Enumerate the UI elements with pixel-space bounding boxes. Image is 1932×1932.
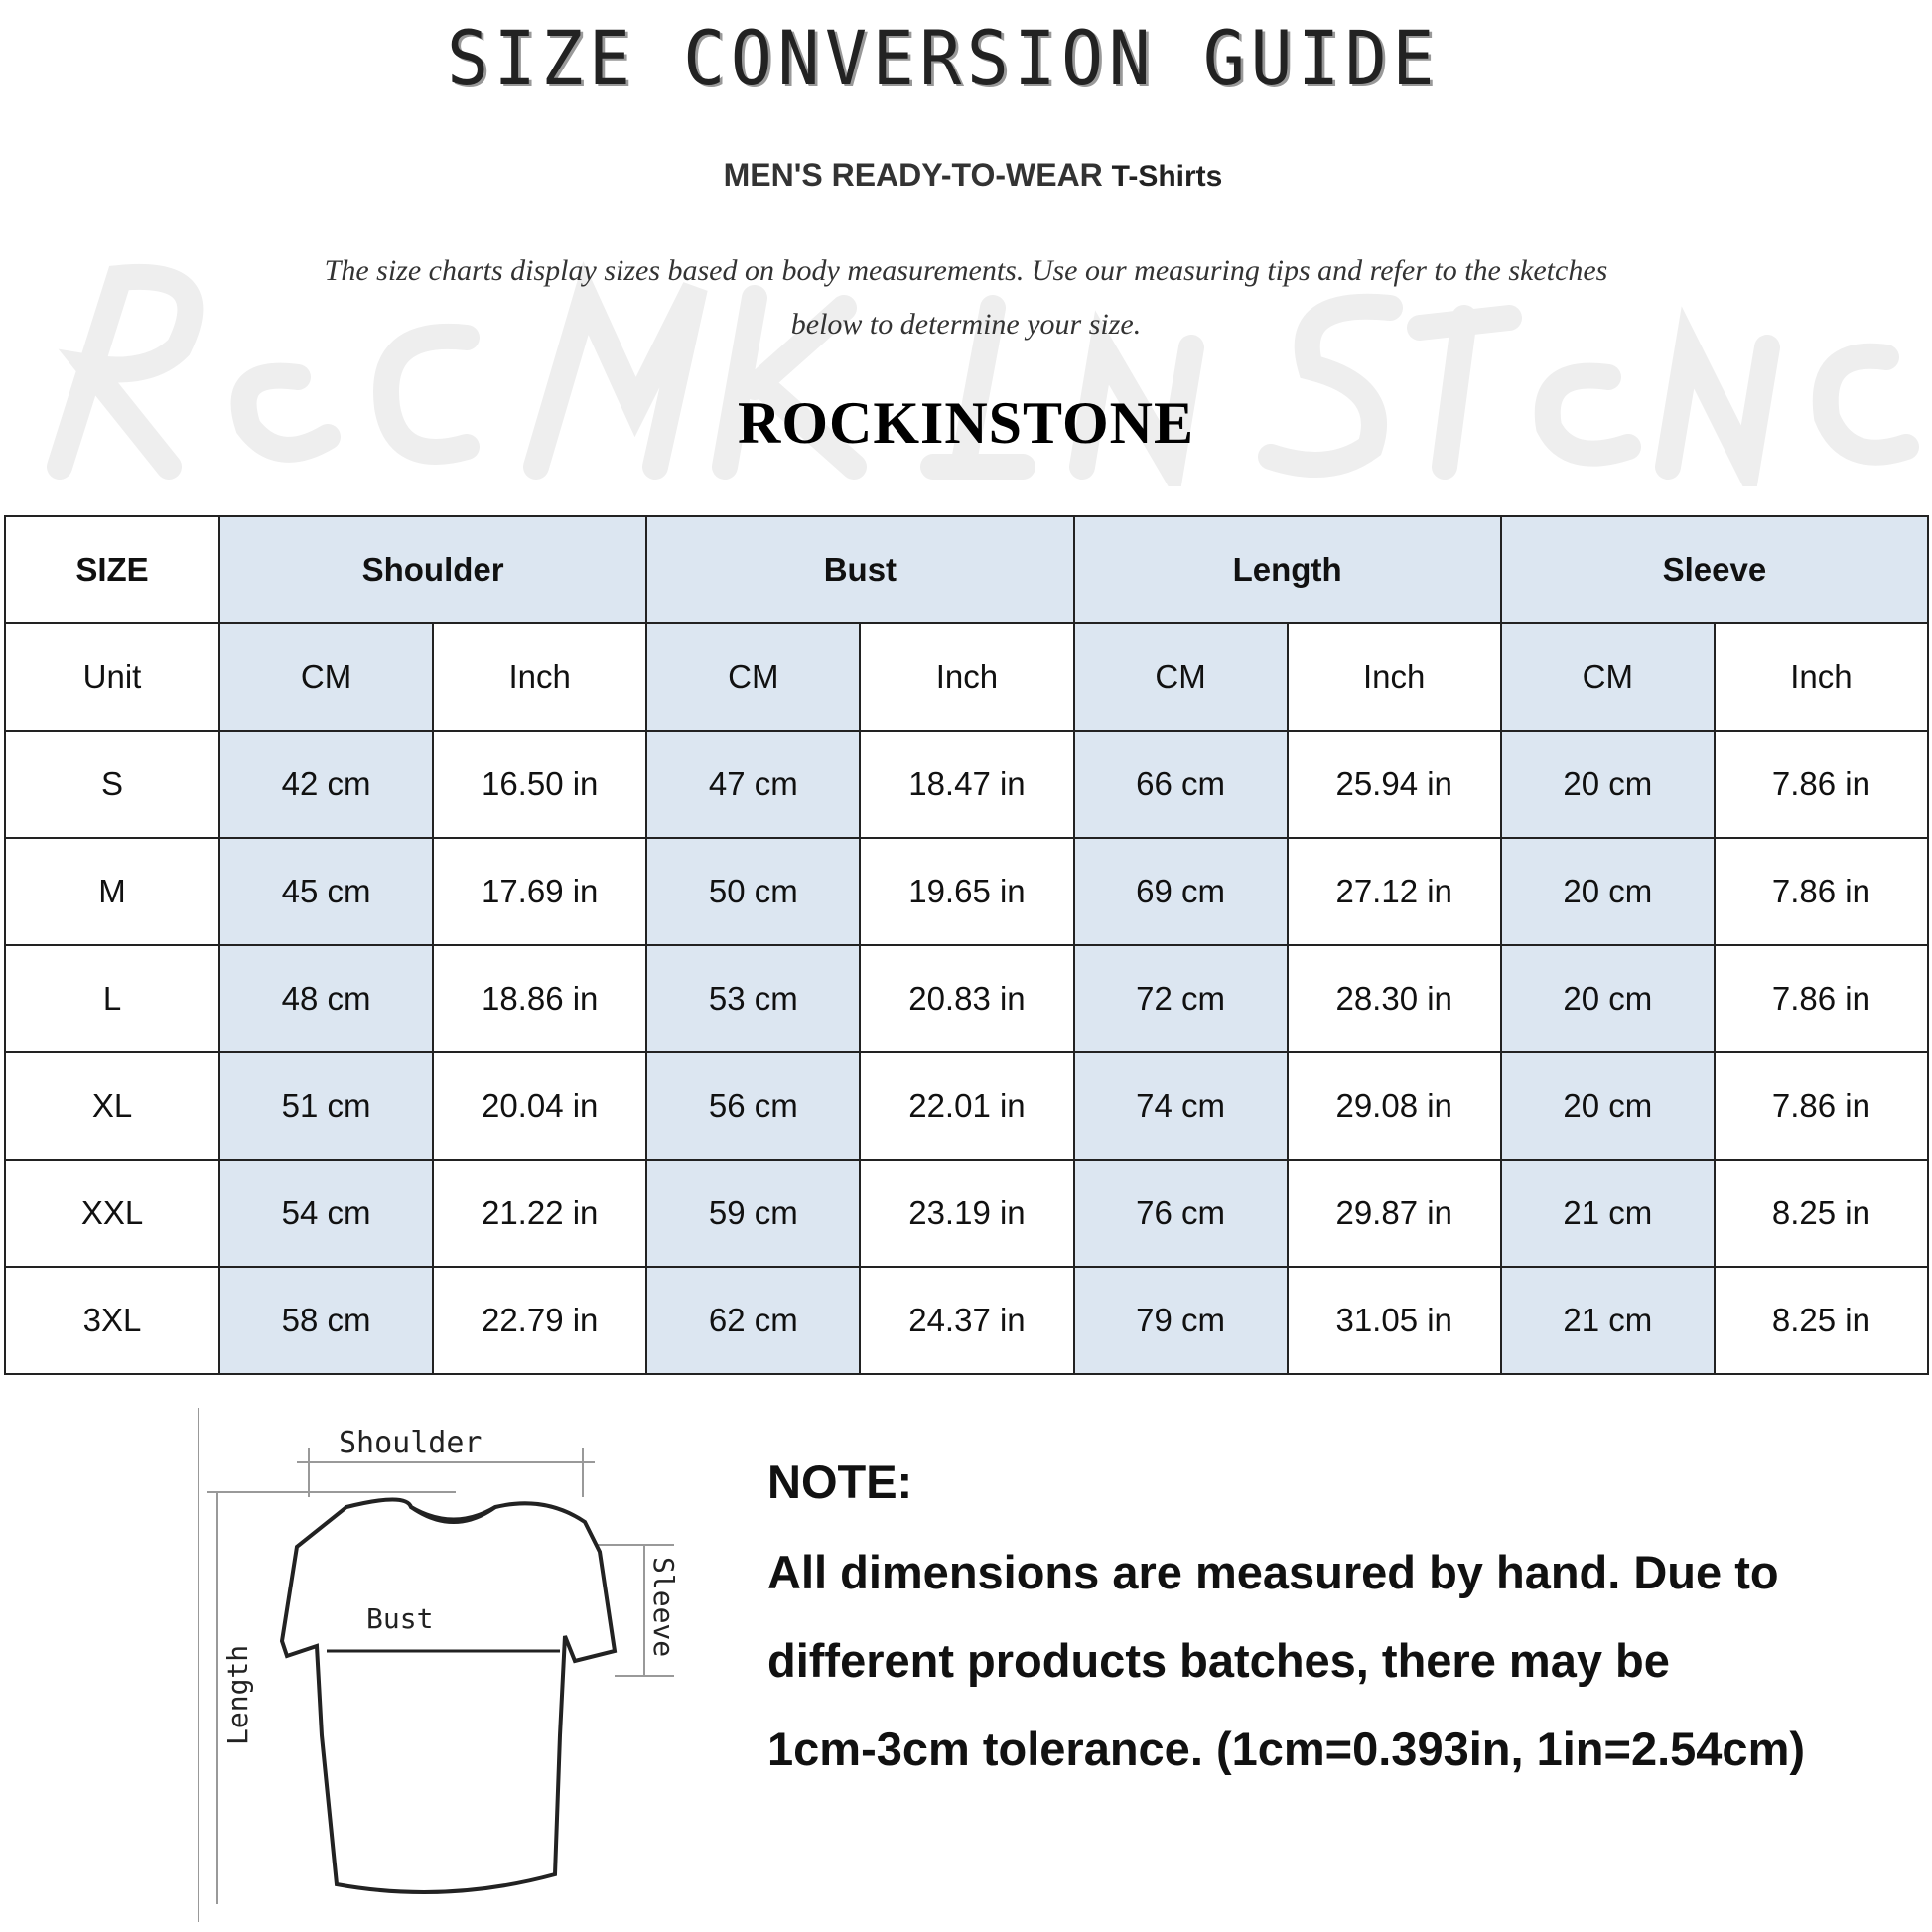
value-cell: 27.12 in [1286, 837, 1502, 946]
table-row: XL 51 cm 20.04 in 56 cm 22.01 in 74 cm 29.08 i… [4, 1051, 1930, 1161]
value-cell: 53 cm [645, 944, 862, 1053]
size-cell: XXL [4, 1159, 220, 1268]
value-cell: 20 cm [1499, 837, 1716, 946]
value-cell: 76 cm [1072, 1159, 1289, 1268]
header-row: SIZE Shoulder Bust Length Sleeve [4, 515, 1930, 624]
value-cell: 7.86 in [1713, 837, 1930, 946]
value-cell: 7.86 in [1713, 1051, 1930, 1161]
bust-label: Bust [366, 1602, 433, 1635]
size-cell: M [4, 837, 220, 946]
value-cell: 51 cm [217, 1051, 435, 1161]
tshirt-icon [279, 1497, 618, 1894]
value-cell: 69 cm [1072, 837, 1289, 946]
size-table: SIZE Shoulder Bust Length Sleeve Unit CM Inch CM… [4, 515, 1930, 1375]
value-cell: 72 cm [1072, 944, 1289, 1053]
value-cell: 22.01 in [859, 1051, 1075, 1161]
note-line-2: different products batches, there may be [767, 1634, 1670, 1687]
unit-label: Unit [4, 622, 220, 732]
group-header-shoulder: Shoulder [217, 515, 648, 624]
value-cell: 74 cm [1072, 1051, 1289, 1161]
page-title: SIZE CONVERSION GUIDE [447, 14, 1440, 102]
group-header-bust: Bust [645, 515, 1075, 624]
unit-header: CM [1499, 622, 1716, 732]
intro-line-1: The size charts display sizes based on b… [324, 254, 1608, 287]
value-cell: 56 cm [645, 1051, 862, 1161]
shoulder-label: Shoulder [339, 1426, 483, 1460]
value-cell: 20.04 in [432, 1051, 648, 1161]
unit-header: Inch [859, 622, 1075, 732]
length-label: Length [221, 1645, 254, 1745]
value-cell: 18.47 in [859, 730, 1075, 839]
value-cell: 45 cm [217, 837, 435, 946]
subtitle-main: MEN'S READY-TO-WEAR [723, 157, 1103, 193]
note-line-1: All dimensions are measured by hand. Due… [767, 1546, 1779, 1598]
value-cell: 17.69 in [432, 837, 648, 946]
size-cell: 3XL [4, 1266, 220, 1375]
value-cell: 42 cm [217, 730, 435, 839]
sleeve-label: Sleeve [647, 1557, 680, 1657]
size-cell: XL [4, 1051, 220, 1161]
value-cell: 8.25 in [1713, 1266, 1930, 1375]
value-cell: 20 cm [1499, 730, 1716, 839]
measure-guides [198, 1408, 674, 1922]
unit-header: Inch [1713, 622, 1930, 732]
value-cell: 22.79 in [432, 1266, 648, 1375]
value-cell: 62 cm [645, 1266, 862, 1375]
table-row: 3XL 58 cm 22.79 in 62 cm 24.37 in 79 cm 31.05 … [4, 1266, 1930, 1375]
table-row: XXL 54 cm 21.22 in 59 cm 23.19 in 76 cm 29.87 … [4, 1159, 1930, 1268]
unit-header: CM [645, 622, 862, 732]
size-cell: L [4, 944, 220, 1053]
value-cell: 21 cm [1499, 1159, 1716, 1268]
value-cell: 29.08 in [1286, 1051, 1502, 1161]
value-cell: 79 cm [1072, 1266, 1289, 1375]
value-cell: 20 cm [1499, 1051, 1716, 1161]
size-header: SIZE [4, 515, 220, 624]
value-cell: 23.19 in [859, 1159, 1075, 1268]
group-header-length: Length [1072, 515, 1502, 624]
value-cell: 19.65 in [859, 837, 1075, 946]
value-cell: 7.86 in [1713, 944, 1930, 1053]
table-row: L 48 cm 18.86 in 53 cm 20.83 in 72 cm 28.30 in… [4, 944, 1930, 1053]
value-cell: 66 cm [1072, 730, 1289, 839]
value-cell: 21.22 in [432, 1159, 648, 1268]
value-cell: 28.30 in [1286, 944, 1502, 1053]
value-cell: 48 cm [217, 944, 435, 1053]
value-cell: 54 cm [217, 1159, 435, 1268]
value-cell: 20 cm [1499, 944, 1716, 1053]
group-header-sleeve: Sleeve [1499, 515, 1930, 624]
unit-header: Inch [1286, 622, 1502, 732]
value-cell: 16.50 in [432, 730, 648, 839]
unit-header: Inch [432, 622, 648, 732]
value-cell: 31.05 in [1286, 1266, 1502, 1375]
note-heading: NOTE: [767, 1455, 913, 1508]
value-cell: 47 cm [645, 730, 862, 839]
value-cell: 29.87 in [1286, 1159, 1502, 1268]
table-row: M 45 cm 17.69 in 50 cm 19.65 in 69 cm 27.12 in… [4, 837, 1930, 946]
value-cell: 18.86 in [432, 944, 648, 1053]
value-cell: 25.94 in [1286, 730, 1502, 839]
value-cell: 50 cm [645, 837, 862, 946]
watermark-logo [47, 260, 1919, 486]
value-cell: 58 cm [217, 1266, 435, 1375]
note-line-3: 1cm-3cm tolerance. (1cm=0.393in, 1in=2.5… [767, 1723, 1806, 1775]
value-cell: 20.83 in [859, 944, 1075, 1053]
unit-header: CM [217, 622, 435, 732]
value-cell: 59 cm [645, 1159, 862, 1268]
table-row: S 42 cm 16.50 in 47 cm 18.47 in 66 cm 25.94 in… [4, 730, 1930, 839]
subtitle: MEN'S READY-TO-WEAR T-Shirts [0, 157, 1932, 194]
value-cell: 7.86 in [1713, 730, 1930, 839]
size-cell: S [4, 730, 220, 839]
value-cell: 24.37 in [859, 1266, 1075, 1375]
brand-name: ROCKINSTONE [737, 390, 1194, 456]
tshirt-measurement-diagram: Shoulder Bust Length Sleeve [198, 1408, 680, 1922]
unit-row: Unit CM Inch CM Inch CM Inch CM Inch [4, 622, 1930, 732]
value-cell: 8.25 in [1713, 1159, 1930, 1268]
value-cell: 21 cm [1499, 1266, 1716, 1375]
unit-header: CM [1072, 622, 1289, 732]
intro-line-2: below to determine your size. [790, 308, 1142, 341]
subtitle-product: T-Shirts [1111, 160, 1223, 193]
